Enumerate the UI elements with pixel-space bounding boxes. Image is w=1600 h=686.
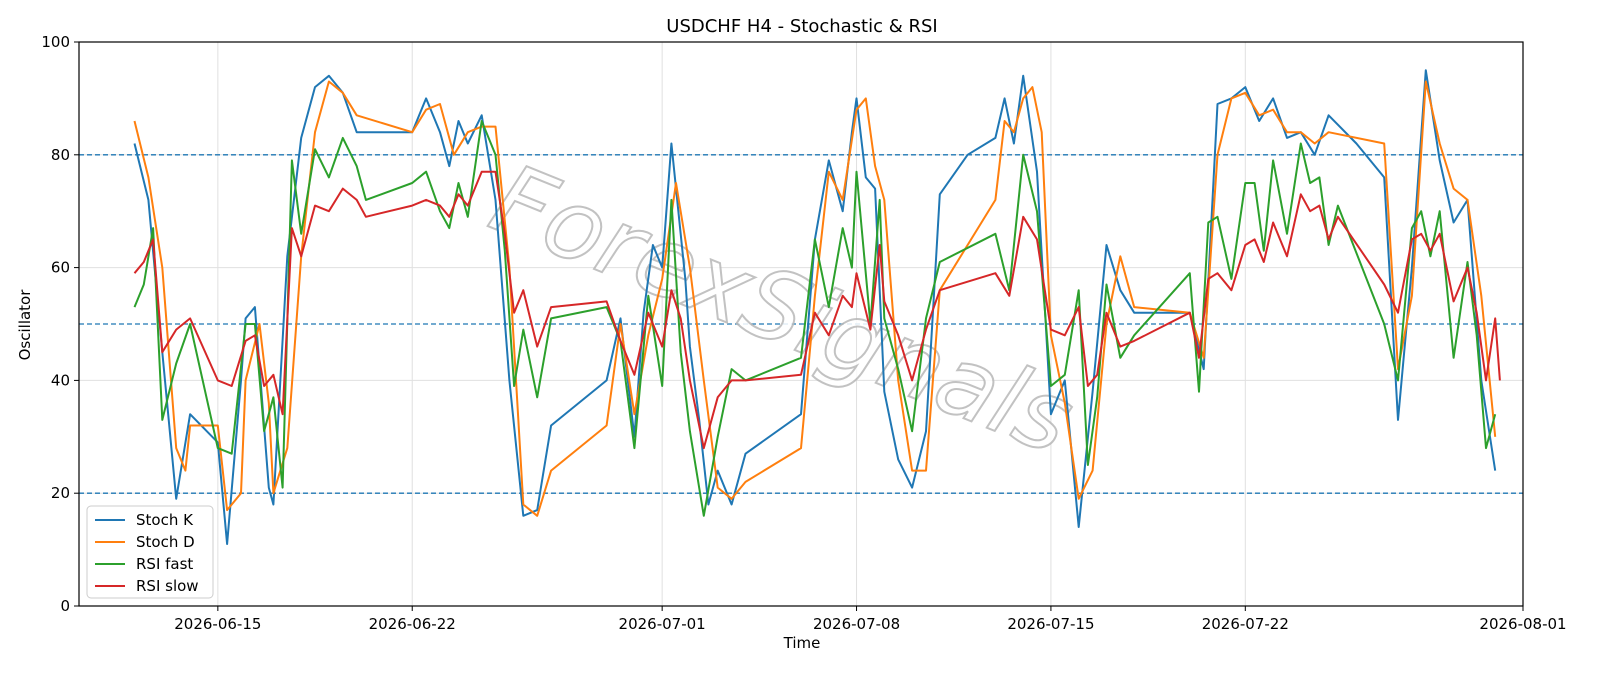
x-tick-label: 2026-06-22 xyxy=(369,615,456,633)
y-tick-label: 20 xyxy=(51,484,70,502)
x-tick-label: 2026-07-22 xyxy=(1202,615,1289,633)
legend-label: RSI slow xyxy=(136,577,199,595)
y-tick-label: 0 xyxy=(60,597,70,615)
legend-box xyxy=(86,505,214,599)
legend-label: RSI fast xyxy=(136,555,193,573)
x-tick-label: 2026-06-15 xyxy=(174,615,261,633)
reference-lines xyxy=(79,154,1523,494)
legend: Stoch K Stoch D RSI fast RSI slow xyxy=(86,505,214,599)
x-tick-label: 2026-07-08 xyxy=(813,615,900,633)
y-tick-label: 40 xyxy=(51,371,70,389)
x-axis-ticks: 2026-06-15 2026-06-22 2026-07-01 2026-07-08… xyxy=(174,606,1567,633)
legend-label: Stoch K xyxy=(136,511,194,529)
x-tick-label: 2026-07-15 xyxy=(1007,615,1094,633)
y-axis-label: Oscillator xyxy=(16,289,34,361)
series-line-stoch-d xyxy=(133,80,1497,517)
series-line-rsi-fast xyxy=(133,120,1497,517)
plot-frame xyxy=(78,41,1524,607)
legend-label: Stoch D xyxy=(136,533,195,551)
y-axis-ticks: 0 20 40 60 80 100 xyxy=(41,33,79,615)
y-tick-label: 60 xyxy=(51,259,70,277)
x-axis-label: Time xyxy=(783,634,821,652)
x-tick-label: 2026-08-01 xyxy=(1479,615,1566,633)
y-tick-label: 80 xyxy=(51,146,70,164)
chart-title: USDCHF H4 - Stochastic & RSI xyxy=(666,16,937,37)
series-line-rsi-slow xyxy=(133,170,1501,450)
y-tick-label: 100 xyxy=(41,33,70,51)
series-layer xyxy=(133,69,1501,545)
x-tick-label: 2026-07-01 xyxy=(619,615,706,633)
